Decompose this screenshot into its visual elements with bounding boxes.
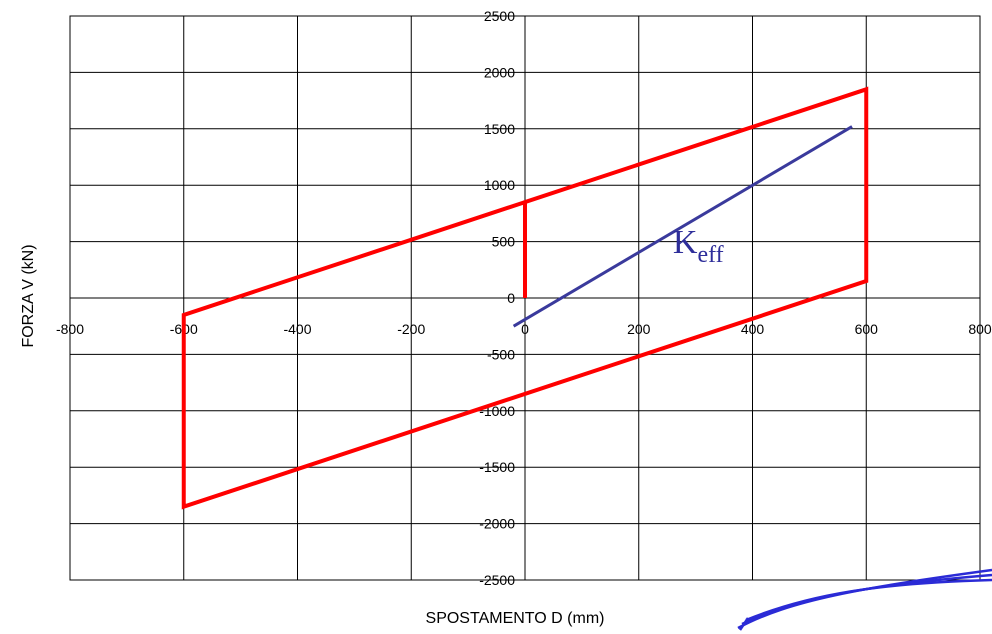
y-tick-label: 1000 (484, 177, 515, 193)
x-tick-labels: -800 -600 -400 -200 0 200 400 600 800 (56, 321, 992, 337)
x-tick-label: 200 (627, 321, 651, 337)
grid-lines (69, 15, 981, 581)
x-tick-label: 600 (855, 321, 879, 337)
y-tick-label: -500 (487, 346, 515, 362)
y-tick-label: 0 (507, 290, 515, 306)
y-tick-label: -1500 (479, 459, 515, 475)
x-tick-label: -200 (397, 321, 425, 337)
keff-label: Keff (673, 224, 724, 268)
y-tick-label: 2500 (484, 8, 515, 24)
y-tick-label: -2500 (479, 572, 515, 588)
y-tick-label: 500 (492, 234, 516, 250)
x-tick-label: -800 (56, 321, 84, 337)
x-tick-label: 800 (968, 321, 992, 337)
y-tick-label: 2000 (484, 64, 515, 80)
x-tick-label: -400 (283, 321, 311, 337)
pen-scribble (737, 568, 992, 631)
y-tick-labels: 25002000150010005000-500-1000-1500-2000-… (479, 8, 515, 588)
annotations: Keff (673, 224, 724, 268)
hysteresis-loop-line (181, 86, 869, 510)
y-tick-label: 1500 (484, 121, 515, 137)
x-tick-label: 400 (741, 321, 765, 337)
x-tick-label: 0 (521, 321, 529, 337)
y-axis-title: FORZA V (kN) (20, 244, 37, 347)
y-tick-label: -2000 (479, 516, 515, 532)
x-axis-title: SPOSTAMENTO D (mm) (426, 610, 605, 627)
data-series (181, 86, 869, 510)
keff-line (512, 125, 853, 328)
